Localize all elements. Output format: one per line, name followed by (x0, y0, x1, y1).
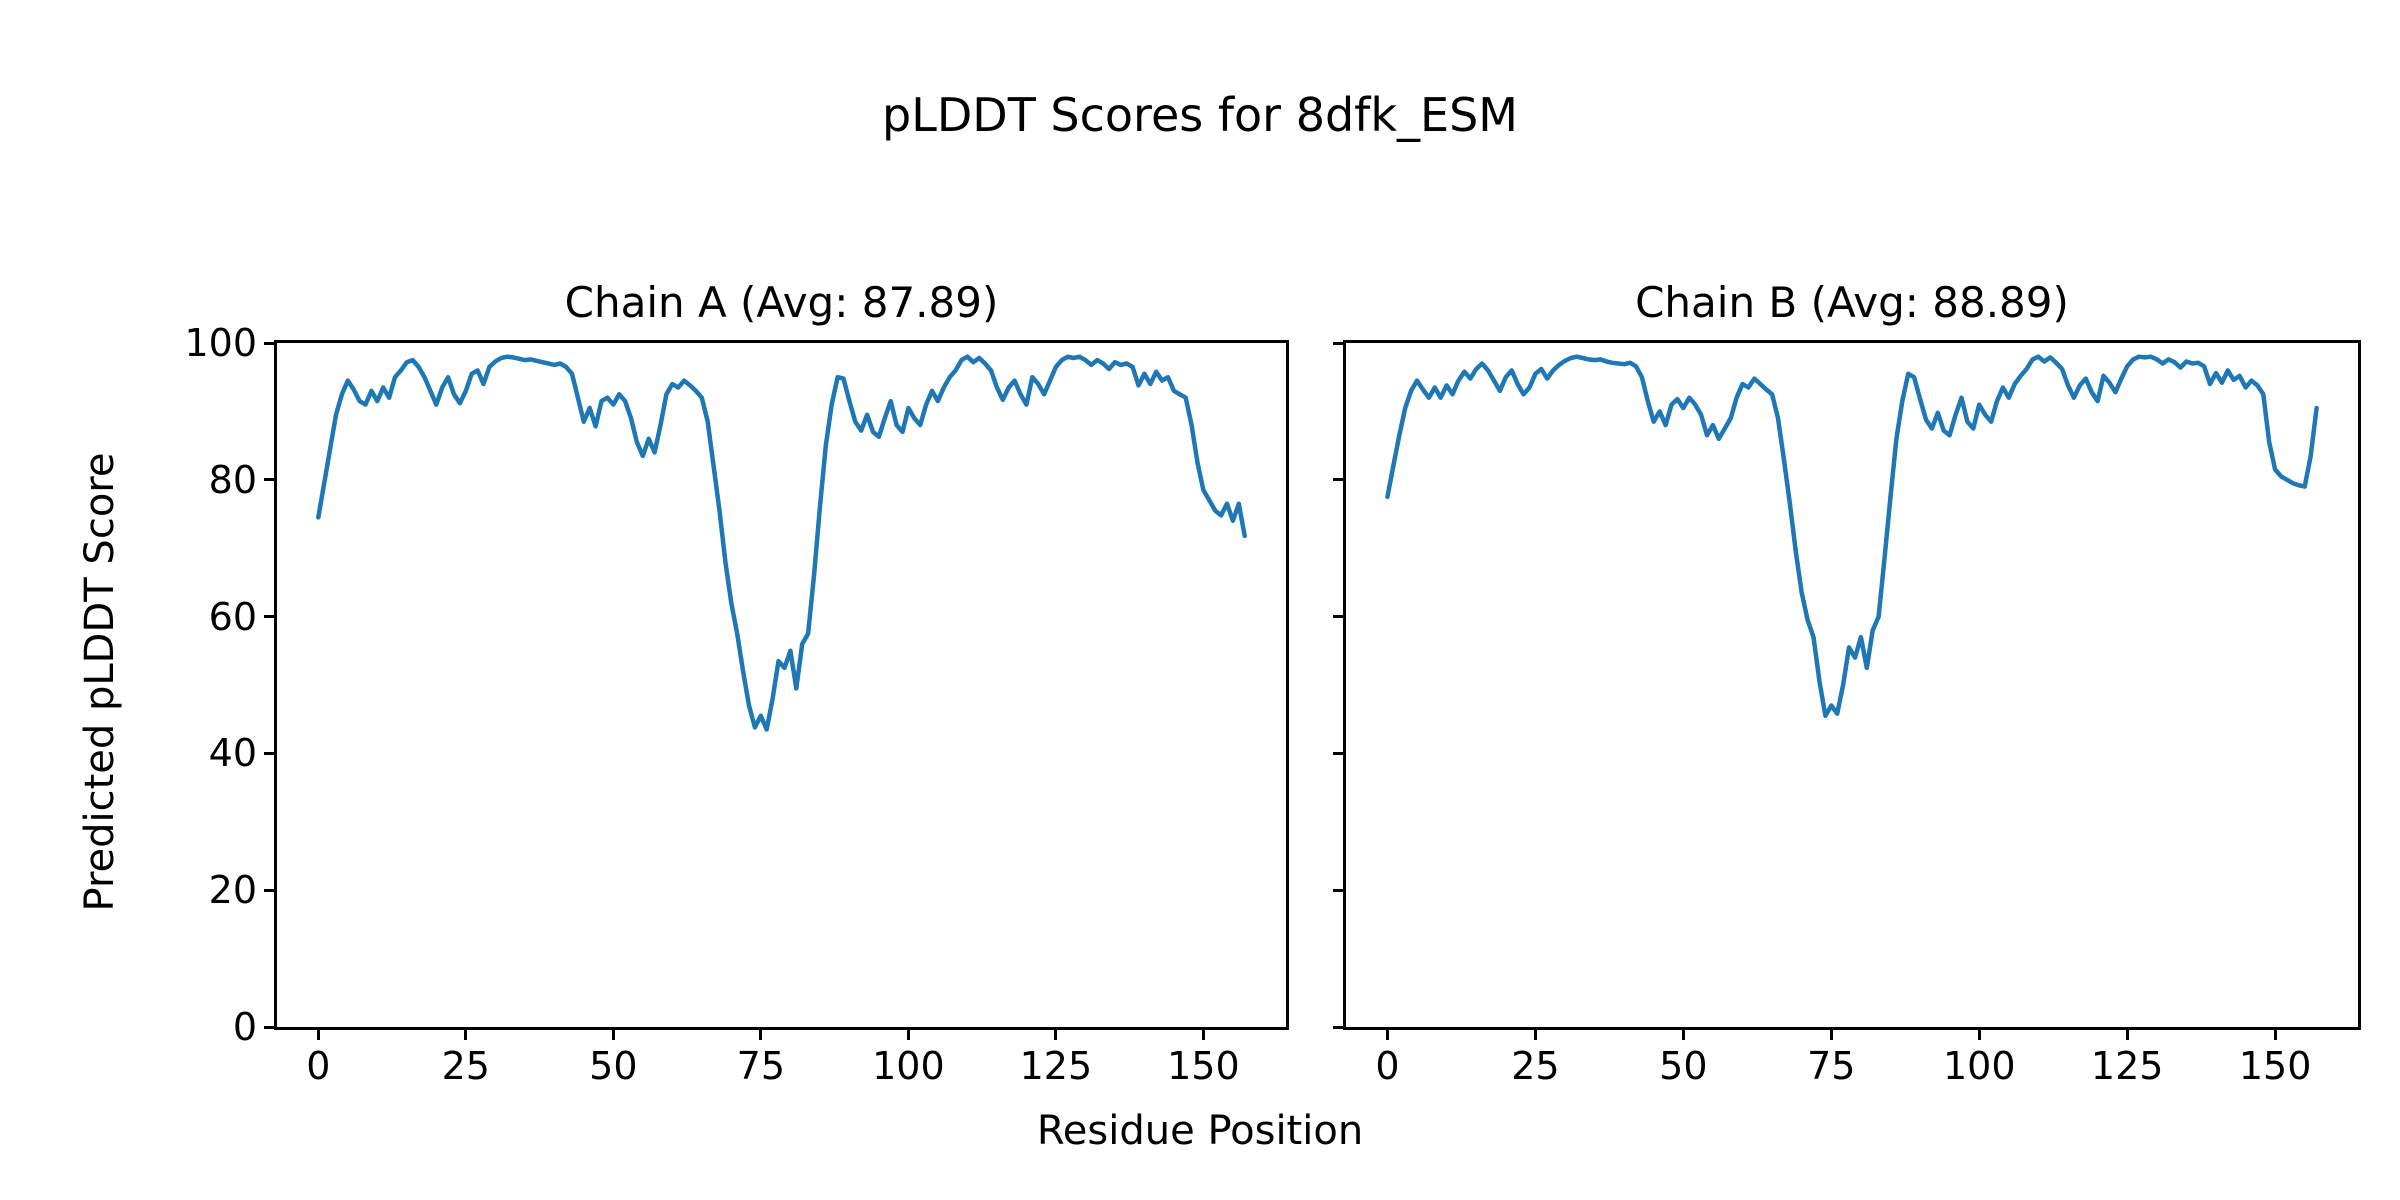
axes-chain-a: Chain A (Avg: 87.89) 0 25 50 75 100 125 150 0 20… (184, 278, 1289, 1085)
axes-title-chain-a: Chain A (Avg: 87.89) (564, 278, 999, 327)
x-tick-label: 150 (1167, 1044, 1240, 1088)
x-tick-mark (759, 1030, 763, 1040)
y-tick-mark (264, 888, 274, 892)
y-tick-label: 40 (208, 731, 257, 776)
x-tick-label: 25 (1511, 1044, 1560, 1088)
x-tick-mark (1533, 1030, 1537, 1040)
x-tick-label: 125 (1019, 1044, 1093, 1088)
y-tick-mark (264, 1025, 274, 1029)
x-tick-mark (1681, 1030, 1685, 1040)
plddt-line-chart-chain-b (1385, 354, 2319, 719)
y-tick-mark (1333, 615, 1343, 619)
y-tick-mark (1333, 751, 1343, 755)
x-tick-mark (1054, 1030, 1058, 1040)
x-tick-mark (1977, 1030, 1981, 1040)
y-tick-label: 100 (184, 321, 257, 365)
y-tick-mark (1333, 1025, 1343, 1029)
x-tick-mark (316, 1030, 320, 1040)
y-tick-mark (264, 751, 274, 755)
x-tick-label: 150 (2238, 1044, 2312, 1088)
y-tick-mark (264, 478, 274, 482)
axes-title-chain-b: Chain B (Avg: 88.89) (1635, 278, 2069, 327)
x-tick-mark (1829, 1030, 1833, 1040)
x-tick-mark (1385, 1030, 1389, 1040)
x-tick-label: 100 (1942, 1044, 2016, 1088)
y-axis-label: Predicted pLDDT Score (77, 452, 123, 912)
x-tick-mark (906, 1030, 910, 1040)
x-axis-label: Residue Position (1036, 1108, 1364, 1154)
x-tick-label: 125 (2090, 1044, 2164, 1088)
x-tick-mark (464, 1030, 468, 1040)
y-tick-label: 60 (208, 594, 257, 639)
y-tick-mark (1333, 888, 1343, 892)
x-tick-label: 25 (441, 1044, 490, 1088)
y-tick-mark (1333, 478, 1343, 482)
x-tick-label: 50 (1659, 1044, 1708, 1088)
y-tick-label: 0 (232, 1005, 257, 1049)
y-tick-mark (1333, 341, 1343, 345)
y-tick-mark (264, 615, 274, 619)
x-tick-label: 75 (1807, 1044, 1856, 1088)
plddt-line-chart-chain-a (316, 354, 1247, 732)
y-tick-label: 20 (208, 868, 257, 913)
y-tick-mark (264, 341, 274, 345)
x-tick-label: 0 (1375, 1044, 1400, 1088)
x-tick-label: 100 (872, 1044, 945, 1088)
x-tick-mark (2273, 1030, 2277, 1040)
figure-title: pLDDT Scores for 8dfk_ESM (882, 88, 1518, 142)
x-tick-label: 0 (306, 1044, 331, 1088)
x-tick-label: 50 (589, 1044, 638, 1088)
axes-chain-b: Chain B (Avg: 88.89) 0 25 50 75 100 125 150 (1333, 278, 2361, 1085)
x-tick-mark (2125, 1030, 2129, 1040)
x-tick-label: 75 (736, 1044, 786, 1088)
x-tick-mark (611, 1030, 615, 1040)
plddt-line-chain-b (1385, 354, 2319, 719)
plddt-line-chain-a (316, 354, 1247, 732)
x-tick-mark (1201, 1030, 1205, 1040)
y-tick-label: 80 (208, 457, 257, 502)
